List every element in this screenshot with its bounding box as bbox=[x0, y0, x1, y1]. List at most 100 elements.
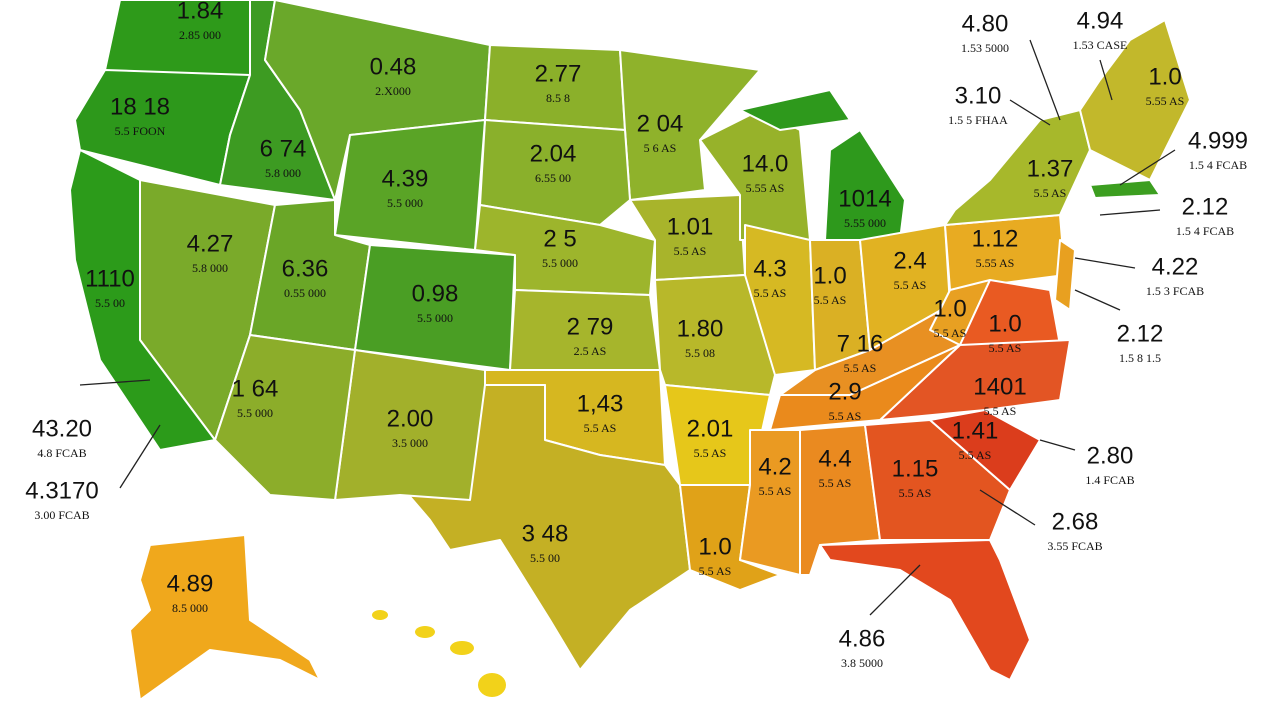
state-note: 0.55 000 bbox=[284, 286, 326, 300]
state-value: 1.0 bbox=[813, 262, 846, 289]
state-value: 6.36 bbox=[282, 255, 329, 282]
state-shape bbox=[354, 244, 516, 371]
state-note: 5.8 000 bbox=[265, 166, 301, 180]
callout-value: 2.68 bbox=[1052, 508, 1099, 535]
callout-value: 3.10 bbox=[955, 82, 1002, 109]
callout-value: 4.94 bbox=[1077, 7, 1124, 34]
state-value: 1.80 bbox=[677, 315, 724, 342]
callout-value: 4.22 bbox=[1152, 253, 1199, 280]
callout-value: 2.12 bbox=[1182, 193, 1229, 220]
state-value: 1.01 bbox=[667, 213, 714, 240]
state-note: 5.5 000 bbox=[237, 406, 273, 420]
state-note: 5.8 000 bbox=[192, 261, 228, 275]
state-value: 2 04 bbox=[637, 110, 684, 137]
callout-note: 1.4 FCAB bbox=[1085, 473, 1134, 487]
callout-value: 4.999 bbox=[1188, 127, 1248, 154]
state-note: 5.55 AS bbox=[746, 181, 785, 195]
state-value: 1.37 bbox=[1027, 155, 1074, 182]
callouts: 4.80 1.53 5000 4.94 1.53 CASE 3.10 1.5 5 FHAA… bbox=[25, 7, 1248, 669]
state-value: 1.41 bbox=[952, 417, 999, 444]
state-note: 5.5 000 bbox=[417, 311, 453, 325]
state-value: 2.4 bbox=[893, 247, 926, 274]
state-value: 1 64 bbox=[232, 375, 279, 402]
state-value: 6 74 bbox=[260, 135, 307, 162]
state-value: 3 48 bbox=[522, 520, 569, 547]
state-shape bbox=[819, 539, 1031, 681]
state-value: 2.9 bbox=[828, 378, 861, 405]
state-note: 5.5 FOON bbox=[115, 124, 166, 138]
callout-note: 1.5 3 FCAB bbox=[1146, 284, 1204, 298]
state-value: 4.3 bbox=[753, 255, 786, 282]
state-note: 5.5 AS bbox=[984, 404, 1017, 418]
state-value: 1110 bbox=[85, 265, 135, 292]
state-value: 1.0 bbox=[1148, 63, 1181, 90]
state-note: 5.5 AS bbox=[989, 341, 1022, 355]
callout-value: 4.80 bbox=[962, 10, 1009, 37]
leader-line bbox=[1074, 257, 1136, 269]
leader-line bbox=[1119, 149, 1176, 186]
state-note: 3.5 000 bbox=[392, 436, 428, 450]
state-shape bbox=[214, 334, 356, 501]
callout-value: 4.86 bbox=[839, 625, 886, 652]
state-note: 6.55 00 bbox=[535, 171, 571, 185]
state-value: 4.39 bbox=[382, 165, 429, 192]
leader-line bbox=[869, 564, 921, 616]
island bbox=[478, 673, 506, 697]
state-note: 5.5 AS bbox=[814, 293, 847, 307]
state-note: 5.55 AS bbox=[1146, 94, 1185, 108]
leader-line bbox=[79, 379, 151, 386]
leader-line bbox=[979, 489, 1036, 526]
callout-note: 3.8 5000 bbox=[841, 656, 883, 670]
state-value: 14.0 bbox=[742, 150, 789, 177]
state-shape bbox=[1079, 19, 1191, 181]
state-value: 1.0 bbox=[933, 295, 966, 322]
state-note: 5.55 000 bbox=[844, 216, 886, 230]
callout-note: 1.5 8 1.5 bbox=[1119, 351, 1161, 365]
state-note: 2.5 AS bbox=[574, 344, 607, 358]
leader-line bbox=[1029, 39, 1061, 121]
state-value: 2 79 bbox=[567, 313, 614, 340]
state-value: 2.04 bbox=[530, 140, 577, 167]
callout-note: 1.53 5000 bbox=[961, 41, 1009, 55]
state-value: 1.84 bbox=[177, 0, 224, 24]
state-value: 2.01 bbox=[687, 415, 734, 442]
state-note: 5.5 000 bbox=[387, 196, 423, 210]
state-shape bbox=[1089, 179, 1161, 199]
callout-note: 3.00 FCAB bbox=[34, 508, 89, 522]
state-value: 1.12 bbox=[972, 225, 1019, 252]
state-value: 4.4 bbox=[818, 445, 851, 472]
state-value: 1.15 bbox=[892, 455, 939, 482]
state-shape bbox=[479, 119, 631, 226]
state-value: 2.77 bbox=[535, 60, 582, 87]
callout-note: 1.5 4 FCAB bbox=[1189, 158, 1247, 172]
state-shape bbox=[824, 129, 906, 241]
state-value: 1014 bbox=[838, 185, 891, 212]
leader-line bbox=[1009, 99, 1051, 126]
state-note: 5.5 AS bbox=[754, 286, 787, 300]
callout-note: 1.5 4 FCAB bbox=[1176, 224, 1234, 238]
state-value: 1.0 bbox=[698, 533, 731, 560]
state-shape bbox=[739, 89, 851, 131]
state-note: 5.55 AS bbox=[976, 256, 1015, 270]
state-note: 5.5 AS bbox=[1034, 186, 1067, 200]
state-value: 0.98 bbox=[412, 280, 459, 307]
state-note: 5.5 08 bbox=[685, 346, 715, 360]
leader-line bbox=[119, 424, 161, 489]
island bbox=[450, 641, 474, 655]
state-note: 5 6 AS bbox=[644, 141, 677, 155]
state-note: 5.5 AS bbox=[934, 326, 967, 340]
state-note: 5.5 AS bbox=[959, 448, 992, 462]
state-value: 4.2 bbox=[758, 453, 791, 480]
state-note: 5.5 00 bbox=[95, 296, 125, 310]
state-value: 1,43 bbox=[577, 390, 624, 417]
state-note: 5.5 AS bbox=[819, 476, 852, 490]
state-note: 2.X000 bbox=[375, 84, 411, 98]
state-labels: 1.84 2.85 000 18 18 5.5 FOON 6 74 5.8 000 0.48… bbox=[85, 0, 1184, 615]
leader-line bbox=[1039, 439, 1076, 451]
callout-value: 2.80 bbox=[1087, 442, 1134, 469]
state-value: 7 16 bbox=[837, 330, 884, 357]
leader-line bbox=[1099, 209, 1161, 216]
state-note: 5.5 AS bbox=[759, 484, 792, 498]
state-note: 5.5 AS bbox=[694, 446, 727, 460]
